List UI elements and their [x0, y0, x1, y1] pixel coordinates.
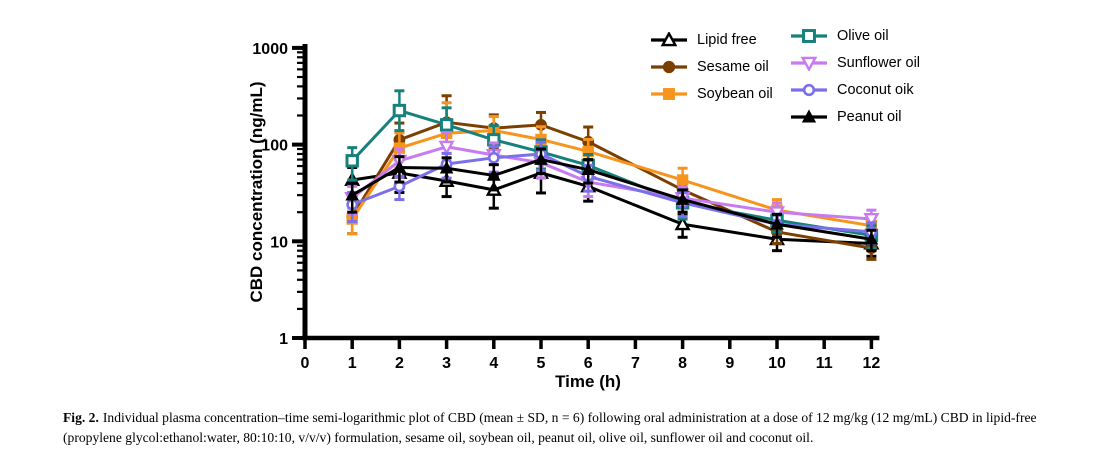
circle-filled-icon — [651, 60, 687, 73]
x-axis-ticks: 0 1 2 3 4 5 6 7 8 9 10 11 12 — [301, 338, 881, 372]
x-tick-label: 6 — [584, 355, 593, 372]
x-tick-label: 7 — [631, 355, 640, 372]
legend-item-soybean-oil: Soybean oil — [650, 80, 773, 107]
series-lipid-free — [344, 155, 880, 258]
legend-item-sunflower-oil: Sunflower oil — [790, 49, 920, 76]
legend-label: Peanut oil — [837, 108, 902, 125]
legend-label: Olive oil — [837, 27, 889, 44]
legend-item-lipid-free: Lipid free — [650, 26, 773, 53]
y-tick-label: 10 — [270, 234, 288, 251]
x-tick-label: 5 — [537, 355, 546, 372]
x-tick-label: 12 — [863, 355, 881, 372]
figure-caption: Fig. 2. Individual plasma concentration–t… — [63, 408, 1055, 447]
x-tick-label: 4 — [489, 355, 498, 372]
square-filled-icon — [651, 87, 687, 100]
legend-item-sesame-oil: Sesame oil — [650, 53, 773, 80]
x-tick-label: 1 — [348, 355, 357, 372]
x-tick-label: 9 — [725, 355, 734, 372]
legend-label: Sesame oil — [697, 58, 769, 75]
triangle-up-open-icon — [651, 31, 687, 46]
y-tick-label: 100 — [261, 138, 288, 155]
square-open-icon — [791, 28, 827, 43]
x-tick-label: 3 — [442, 355, 451, 372]
legend-label: Soybean oil — [697, 85, 773, 102]
legend-label: Coconut oik — [837, 81, 914, 98]
legend-label: Sunflower oil — [837, 54, 921, 71]
legend-column: Olive oil Sunflower oil Coconut oik Peanut … — [790, 22, 920, 130]
y-axis-ticks: 1 10 100 1000 — [252, 41, 305, 348]
legend-item-olive-oil: Olive oil — [790, 22, 920, 49]
x-tick-label: 8 — [678, 355, 687, 372]
y-axis-label: CBD concentration (ng/mL) — [247, 81, 266, 303]
caption-label: Fig. 2. — [63, 410, 99, 425]
legend-label: Lipid free — [697, 31, 757, 48]
x-tick-label: 11 — [816, 355, 833, 372]
legend-item-coconut-oik: Coconut oik — [790, 76, 920, 103]
circle-open-icon — [791, 83, 827, 96]
y-tick-label: 1 — [279, 331, 288, 348]
caption-text: Individual plasma concentration–time sem… — [63, 410, 1037, 445]
x-tick-label: 2 — [395, 355, 404, 372]
series-peanut-oil — [345, 147, 879, 253]
x-tick-label: 10 — [768, 355, 786, 372]
y-tick-label: 1000 — [252, 41, 288, 58]
legend-item-peanut-oil: Peanut oil — [790, 103, 920, 130]
triangle-down-open-icon — [791, 56, 827, 71]
legend-column: Lipid free Sesame oil Soybean oil — [650, 26, 773, 107]
triangle-up-filled-icon — [791, 108, 827, 123]
x-tick-label: 0 — [301, 355, 310, 372]
x-axis-label: Time (h) — [555, 372, 621, 391]
